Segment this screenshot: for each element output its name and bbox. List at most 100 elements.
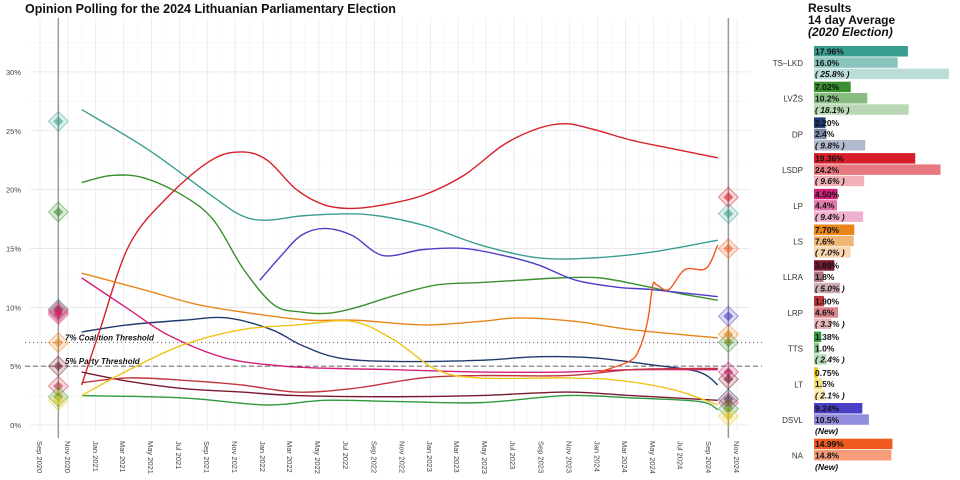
avg-14day-label: 10.2% xyxy=(815,94,840,104)
party-label: TS–LKD xyxy=(773,59,803,68)
election-2024-marker xyxy=(717,331,739,353)
x-tick-label: Sep 2022 xyxy=(369,441,378,473)
x-tick-label: May 2024 xyxy=(648,441,657,474)
election-2024-marker-inner xyxy=(723,208,734,219)
x-tick-label: Jan 2023 xyxy=(425,441,434,472)
trend-line-dp xyxy=(81,316,719,386)
x-tick-label: Mar 2021 xyxy=(118,441,127,473)
avg-14day-label: 16.0% xyxy=(815,58,840,68)
y-tick-label: 30% xyxy=(6,68,21,77)
election-2024-marker-inner xyxy=(723,411,734,422)
x-tick-label: Mar 2022 xyxy=(285,441,294,473)
trend-line-lsdp xyxy=(81,122,718,386)
result-2024-label: 19.36% xyxy=(815,154,844,164)
x-tick-label: Jan 2021 xyxy=(91,441,100,472)
result-2020-label: (New) xyxy=(815,426,838,436)
trend-line-llra xyxy=(81,371,718,401)
result-2020-label: ( 9.6% ) xyxy=(815,176,845,186)
party-label: LSDP xyxy=(782,166,803,175)
result-2024-bar xyxy=(814,46,908,57)
avg-14day-label: 7.6% xyxy=(815,236,835,246)
chart-title: Opinion Polling for the 2024 Lithuanian … xyxy=(25,2,396,16)
avg-14day-label: 4.6% xyxy=(815,308,835,318)
election-2024-marker xyxy=(717,305,739,327)
election-2024-marker xyxy=(717,368,739,390)
y-tick-label: 25% xyxy=(6,127,21,136)
avg-14day-label: 10.5% xyxy=(815,415,840,425)
avg-14day-bar xyxy=(814,414,869,425)
result-2024-label: 14.99% xyxy=(815,439,844,449)
result-2024-bar xyxy=(814,188,838,200)
avg-14day-bar xyxy=(814,200,838,211)
x-tick-label: Jul 2024 xyxy=(676,441,685,469)
results-row-na: NA 14.99% 14.8%(New) xyxy=(792,438,893,472)
result-2020-label: ( 3.3% ) xyxy=(815,319,845,329)
election-2020-marker xyxy=(47,389,69,411)
election-2024-marker-inner xyxy=(723,397,734,408)
result-2024-bar xyxy=(814,81,851,93)
party-label: LP xyxy=(793,202,803,211)
party-label: LT xyxy=(794,380,803,389)
avg-14day-bar xyxy=(814,128,827,140)
trend-line-lvs xyxy=(81,174,718,315)
result-2020-label: ( 25.8% ) xyxy=(815,69,850,79)
result-2020-label: ( 18.1% ) xyxy=(815,105,850,115)
avg-14day-bar xyxy=(814,378,822,390)
result-2024-bar xyxy=(814,331,822,343)
result-2024-bar xyxy=(814,260,835,271)
trend-line-dsvl xyxy=(259,227,718,298)
election-2024-marker-inner xyxy=(723,329,734,340)
election-2020-marker xyxy=(47,110,69,132)
results-row-llra: LLRA 3.89%1.8%( 5.0% ) xyxy=(783,260,845,294)
election-2024-marker xyxy=(717,392,739,414)
result-2024-label: 17.96% xyxy=(815,47,844,57)
election-2024-marker xyxy=(717,186,739,208)
election-2024-marker-inner xyxy=(723,311,734,322)
x-tick-label: Jan 2022 xyxy=(258,441,267,472)
avg-14day-label: 1.0% xyxy=(815,343,835,353)
party-label: LVŽS xyxy=(784,95,803,104)
result-2024-bar xyxy=(814,295,824,307)
result-2020-label: ( 2.4% ) xyxy=(815,355,845,365)
x-tick-label: Nov 2024 xyxy=(732,441,741,473)
result-2024-label: 0.75% xyxy=(815,368,840,378)
results-header-line3: (2020 Election) xyxy=(808,25,893,39)
x-tick-label: Nov 2022 xyxy=(397,441,406,473)
election-2024-marker xyxy=(717,323,739,345)
grid xyxy=(30,18,750,430)
x-tick-label: Nov 2023 xyxy=(564,441,573,473)
x-tick-label: Mar 2024 xyxy=(620,441,629,473)
party-label: LLRA xyxy=(783,273,804,282)
election-2024-marker xyxy=(717,398,739,420)
result-2024-bar xyxy=(814,438,893,450)
result-2024-label: 7.70% xyxy=(815,225,840,235)
results-row-dp: DP 2.20%2.4% ( 9.8% ) xyxy=(792,117,866,151)
result-2020-bar xyxy=(814,68,949,80)
result-2020-label: ( 9.4% ) xyxy=(815,212,845,222)
result-2024-label: 2.20% xyxy=(815,118,840,128)
trend-line-lrp xyxy=(81,367,718,393)
election-2020-marker-inner xyxy=(53,207,64,217)
election-2024-marker-inner xyxy=(723,337,734,348)
threshold-label: 5% Party Threshold xyxy=(65,357,141,366)
y-tick-label: 5% xyxy=(10,362,21,371)
x-tick-label: May 2023 xyxy=(480,441,489,474)
result-2020-label: ( 9.8% ) xyxy=(815,141,845,151)
result-2024-label: 7.02% xyxy=(815,82,840,92)
results-header-line1: Results xyxy=(808,1,852,15)
x-tick-label: Jul 2022 xyxy=(341,441,350,469)
x-tick-label: Jan 2024 xyxy=(592,441,601,472)
y-tick-label: 10% xyxy=(6,303,21,312)
trend-line-lt xyxy=(81,320,719,406)
avg-14day-bar xyxy=(814,307,839,318)
election-2024-marker xyxy=(717,405,739,427)
avg-14day-label: 2.4% xyxy=(815,129,835,139)
results-row-tslkd: TS–LKD 17.96%16.0%( 25.8% ) xyxy=(773,46,949,80)
trend-line-tts xyxy=(81,394,719,411)
results-row-lp: LP 4.50% 4.4%( 9.4% ) xyxy=(793,188,864,222)
trend-line-ls xyxy=(81,272,718,339)
election-2024-marker xyxy=(717,237,739,260)
x-tick-label: Jul 2023 xyxy=(508,441,517,469)
x-tick-label: Sep 2024 xyxy=(704,441,713,473)
avg-14day-bar xyxy=(814,450,892,461)
